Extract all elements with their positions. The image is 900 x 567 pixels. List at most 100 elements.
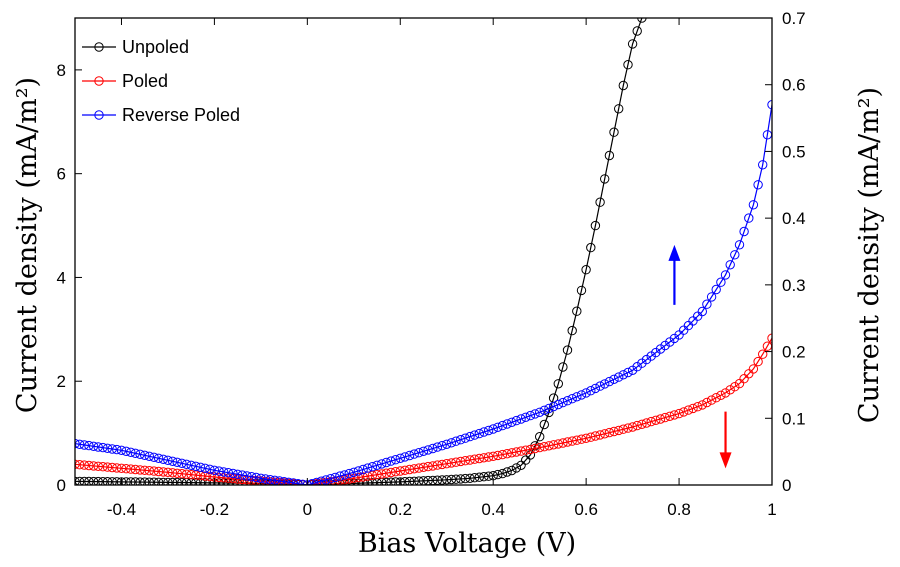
data-point xyxy=(702,397,712,408)
data-point xyxy=(544,403,554,414)
data-point xyxy=(753,356,763,367)
y-left-tick-label: 6 xyxy=(57,165,66,184)
data-point xyxy=(641,354,652,365)
data-point xyxy=(381,457,391,468)
data-point xyxy=(293,479,303,485)
data-point xyxy=(460,433,470,443)
data-point xyxy=(581,388,591,398)
data-point xyxy=(614,372,624,382)
data-point xyxy=(511,447,522,457)
data-point xyxy=(344,468,354,479)
data-point xyxy=(562,345,573,355)
data-point xyxy=(414,463,424,473)
data-point xyxy=(651,415,661,425)
data-point xyxy=(706,395,717,405)
data-point xyxy=(144,477,154,485)
data-point xyxy=(279,477,289,485)
data-point xyxy=(381,477,391,485)
data-point xyxy=(409,464,419,474)
y-right-tick-label: 0.7 xyxy=(782,9,806,28)
data-point xyxy=(358,478,368,485)
y-left-tick-label: 2 xyxy=(57,372,66,391)
data-point xyxy=(697,400,707,410)
data-point xyxy=(107,444,117,454)
data-point xyxy=(516,414,526,424)
plot-frame xyxy=(74,17,773,486)
data-point xyxy=(177,458,187,468)
data-point xyxy=(456,474,466,484)
data-point xyxy=(135,449,145,459)
data-point xyxy=(200,471,210,481)
data-point xyxy=(130,464,141,475)
data-point xyxy=(395,453,405,463)
data-point xyxy=(88,476,99,485)
data-point xyxy=(562,396,573,406)
data-point xyxy=(153,453,164,463)
data-point xyxy=(660,340,670,351)
data-point xyxy=(688,316,698,326)
legend-marker xyxy=(94,76,104,86)
data-point xyxy=(126,447,136,457)
data-point xyxy=(325,474,336,484)
data-point xyxy=(288,478,299,485)
data-point xyxy=(377,469,387,479)
data-point xyxy=(437,441,447,451)
series-layer xyxy=(75,18,772,485)
data-point xyxy=(558,438,568,448)
data-point xyxy=(535,407,545,417)
x-tick-label: -0.4 xyxy=(107,500,136,519)
data-point xyxy=(716,390,726,400)
x-tick-label: 1 xyxy=(767,500,776,519)
x-axis-title: Bias Voltage (V) xyxy=(358,528,576,559)
data-point xyxy=(693,402,703,412)
data-point xyxy=(223,468,234,478)
legend-entry: Reverse Poled xyxy=(82,105,240,125)
legend-entry: Unpoled xyxy=(82,37,189,57)
data-point xyxy=(465,431,475,442)
data-point xyxy=(112,444,122,455)
data-point xyxy=(237,470,248,480)
data-point xyxy=(748,200,759,210)
data-point xyxy=(149,452,159,462)
data-point xyxy=(260,474,271,484)
data-point xyxy=(140,465,150,475)
data-point xyxy=(228,468,238,479)
legend-marker xyxy=(94,42,104,52)
data-point xyxy=(590,383,601,394)
x-tick-label: 0.4 xyxy=(481,500,505,519)
data-point xyxy=(469,454,480,464)
x-tick-label: 0.2 xyxy=(388,500,412,519)
data-point xyxy=(660,412,670,423)
data-point xyxy=(595,381,605,391)
data-point xyxy=(135,477,145,485)
data-point xyxy=(521,455,531,465)
data-point xyxy=(637,419,647,429)
data-point xyxy=(88,461,99,471)
data-point xyxy=(256,476,266,485)
y-right-tick-label: 0.2 xyxy=(782,343,806,362)
data-point xyxy=(739,226,749,237)
data-point xyxy=(744,213,754,223)
data-point xyxy=(623,367,633,378)
data-point xyxy=(567,325,577,336)
data-point xyxy=(121,446,131,456)
data-point xyxy=(102,477,113,485)
x-tick-label: -0.2 xyxy=(200,500,229,519)
data-point xyxy=(604,150,615,161)
data-point xyxy=(93,442,103,452)
data-point xyxy=(353,472,364,483)
data-point xyxy=(251,472,261,483)
data-point xyxy=(576,434,587,444)
data-point xyxy=(200,463,210,473)
data-point xyxy=(242,471,252,481)
data-point xyxy=(535,432,545,442)
data-point xyxy=(604,427,615,438)
data-point xyxy=(321,475,331,485)
data-point xyxy=(711,284,721,295)
data-point xyxy=(167,477,178,485)
data-point xyxy=(460,456,470,466)
y-left-tick-label: 0 xyxy=(57,476,66,495)
data-point xyxy=(488,451,498,461)
data-point xyxy=(256,473,266,483)
data-point xyxy=(116,445,127,455)
